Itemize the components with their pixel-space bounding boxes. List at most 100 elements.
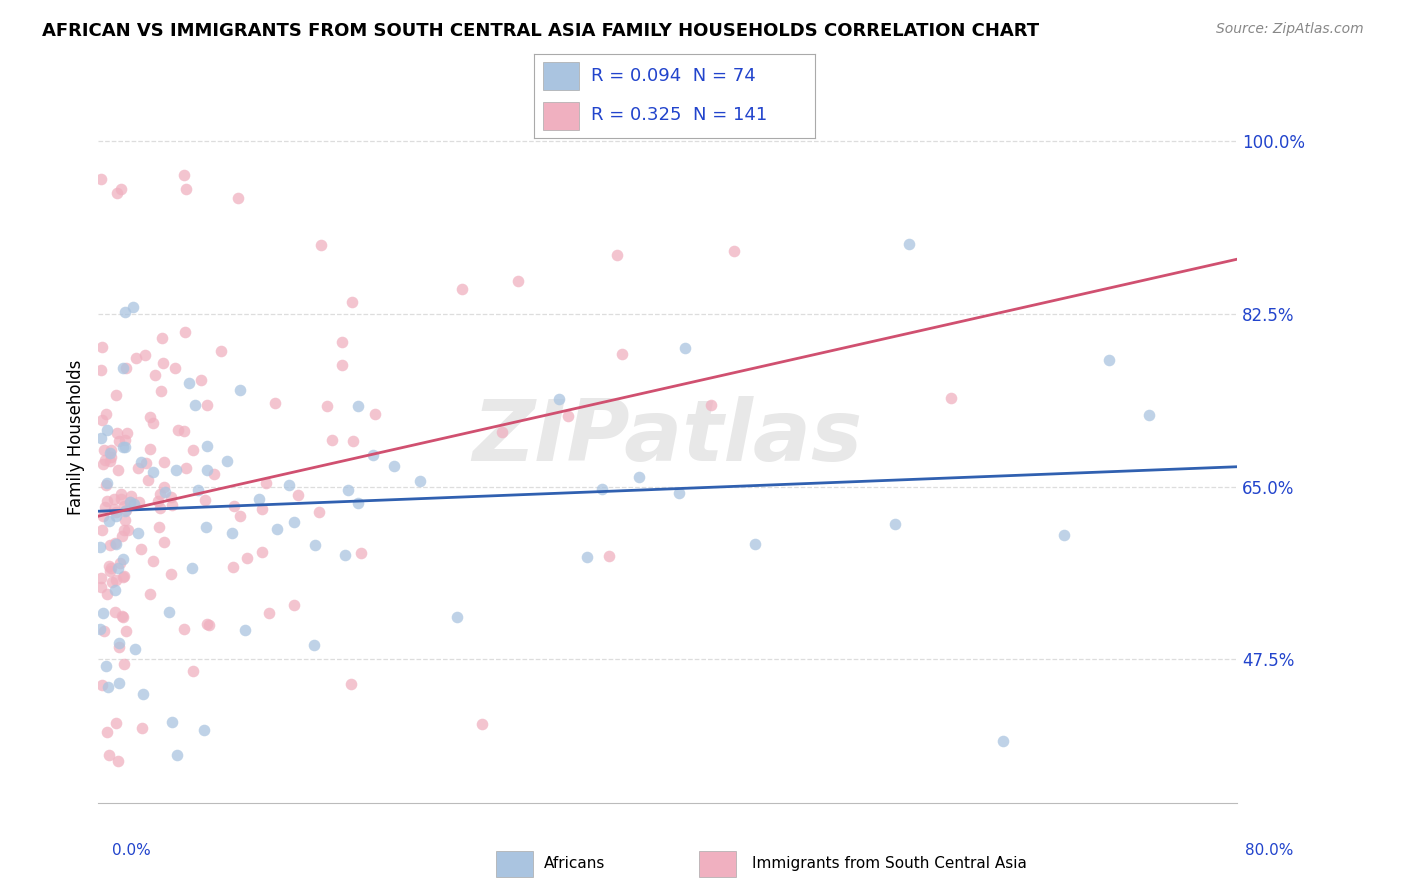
Point	[148, 520, 170, 534]
Point	[235, 550, 257, 565]
Point	[591, 482, 613, 496]
Point	[128, 495, 150, 509]
Text: R = 0.094  N = 74: R = 0.094 N = 74	[591, 68, 755, 86]
Point	[93, 624, 115, 638]
Point	[166, 424, 188, 438]
Point	[103, 502, 125, 516]
Point	[103, 491, 125, 506]
Point	[91, 457, 114, 471]
Point	[131, 721, 153, 735]
Point	[139, 586, 162, 600]
Text: 80.0%: 80.0%	[1246, 843, 1294, 858]
Point	[104, 536, 127, 550]
Point	[166, 747, 188, 762]
Point	[150, 331, 173, 345]
Point	[105, 388, 128, 402]
Point	[186, 483, 208, 497]
Point	[89, 622, 111, 636]
Point	[700, 398, 723, 412]
Point	[263, 396, 285, 410]
Point	[302, 638, 325, 652]
Point	[628, 469, 651, 483]
Point	[97, 559, 120, 574]
Point	[91, 523, 114, 537]
Point	[342, 295, 364, 310]
Point	[97, 748, 120, 763]
Point	[221, 526, 243, 541]
Point	[153, 485, 176, 500]
Point	[100, 450, 122, 464]
Point	[96, 423, 118, 437]
Point	[135, 457, 157, 471]
Point	[100, 561, 122, 575]
Point	[101, 574, 124, 589]
Point	[598, 549, 620, 564]
Point	[197, 617, 219, 632]
Point	[195, 398, 218, 412]
Point	[235, 624, 257, 638]
Point	[173, 325, 195, 339]
Point	[165, 463, 187, 477]
Text: Africans: Africans	[544, 855, 606, 871]
Point	[94, 478, 117, 492]
Point	[98, 454, 121, 468]
Point	[173, 169, 195, 183]
Y-axis label: Family Households: Family Households	[66, 359, 84, 515]
Point	[89, 541, 111, 555]
Point	[120, 495, 142, 509]
Point	[90, 171, 112, 186]
Point	[97, 680, 120, 694]
Point	[194, 493, 217, 508]
Point	[346, 400, 368, 414]
Point	[131, 542, 153, 557]
Point	[142, 554, 165, 568]
Point	[93, 442, 115, 457]
Point	[149, 487, 172, 501]
Point	[471, 717, 494, 731]
Point	[149, 501, 172, 516]
Point	[283, 515, 305, 529]
Point	[195, 520, 218, 534]
Point	[91, 606, 114, 620]
Point	[114, 433, 136, 447]
Point	[330, 358, 353, 372]
Point	[152, 455, 174, 469]
Point	[107, 754, 129, 768]
Point	[181, 443, 204, 458]
Point	[142, 416, 165, 430]
Point	[993, 734, 1015, 748]
Point	[149, 384, 172, 398]
Point	[90, 363, 112, 377]
Point	[339, 677, 361, 691]
Point	[165, 360, 187, 375]
Point	[174, 461, 197, 475]
Point	[364, 407, 387, 421]
Point	[349, 545, 371, 559]
Point	[215, 454, 238, 468]
Point	[104, 509, 127, 524]
Point	[114, 513, 136, 527]
Point	[107, 463, 129, 477]
Point	[108, 556, 131, 570]
Point	[110, 492, 132, 507]
Point	[668, 485, 690, 500]
Point	[330, 335, 353, 350]
Point	[115, 503, 138, 517]
Point	[491, 425, 513, 440]
Point	[157, 605, 180, 619]
Point	[304, 538, 326, 552]
Point	[612, 347, 634, 361]
Point	[105, 425, 128, 440]
FancyBboxPatch shape	[543, 102, 579, 130]
Point	[184, 398, 207, 412]
Point	[177, 376, 200, 391]
Point	[114, 504, 136, 518]
Point	[143, 368, 166, 382]
Point	[229, 383, 252, 397]
Point	[723, 244, 745, 258]
Point	[96, 476, 118, 491]
Point	[94, 407, 117, 421]
Point	[136, 473, 159, 487]
Point	[111, 609, 134, 624]
Point	[107, 676, 129, 690]
